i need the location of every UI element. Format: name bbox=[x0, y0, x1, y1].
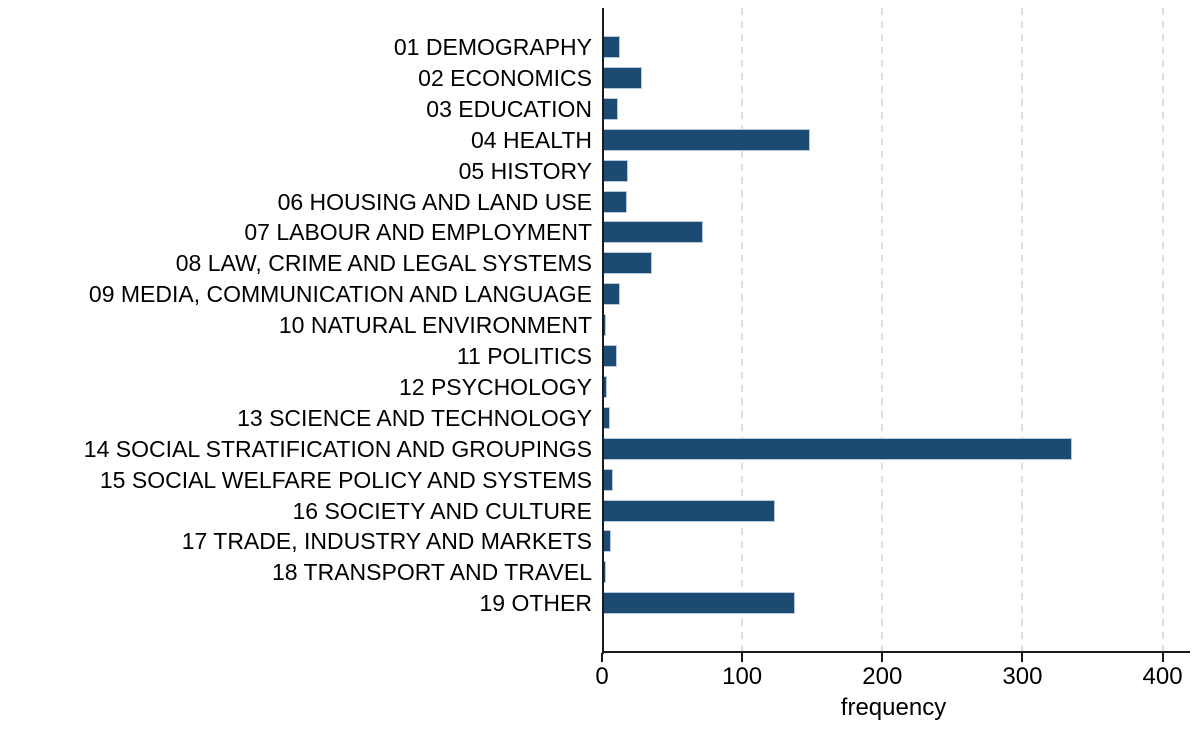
bar-09 bbox=[603, 283, 620, 306]
category-label-14: 14 SOCIAL STRATIFICATION AND GROUPINGS bbox=[83, 435, 592, 462]
category-label-11: 11 POLITICS bbox=[456, 343, 592, 369]
x-tick-label-300: 300 bbox=[1002, 663, 1043, 690]
category-label-06: 06 HOUSING AND LAND USE bbox=[277, 188, 592, 215]
bar-11 bbox=[603, 345, 617, 367]
category-label-01: 01 DEMOGRAPHY bbox=[393, 34, 592, 60]
x-tick-300 bbox=[1021, 653, 1024, 662]
y-axis-line bbox=[602, 8, 604, 654]
category-label-10: 10 NATURAL ENVIRONMENT bbox=[278, 312, 592, 339]
gridline-300 bbox=[1021, 8, 1024, 652]
bar-13 bbox=[603, 406, 610, 429]
x-tick-label-200: 200 bbox=[862, 663, 903, 690]
bar-14 bbox=[603, 437, 1073, 460]
category-label-12: 12 PSYCHOLOGY bbox=[398, 373, 592, 400]
bar-07 bbox=[603, 221, 703, 244]
gridline-400 bbox=[1161, 8, 1164, 652]
category-label-04: 04 HEALTH bbox=[470, 126, 592, 153]
bar-08 bbox=[603, 252, 653, 275]
bar-17 bbox=[603, 530, 612, 553]
x-tick-label-400: 400 bbox=[1142, 663, 1183, 690]
category-label-09: 09 MEDIA, COMMUNICATION AND LANGUAGE bbox=[88, 281, 592, 308]
bar-16 bbox=[603, 499, 776, 522]
category-label-16: 16 SOCIETY AND CULTURE bbox=[292, 497, 592, 524]
x-axis-line bbox=[602, 651, 1190, 653]
category-label-13: 13 SCIENCE AND TECHNOLOGY bbox=[237, 404, 592, 431]
bar-15 bbox=[603, 468, 613, 491]
category-label-18: 18 TRANSPORT AND TRAVEL bbox=[272, 559, 592, 586]
plot-area bbox=[602, 8, 1185, 652]
category-label-08: 08 LAW, CRIME AND LEGAL SYSTEMS bbox=[175, 250, 592, 277]
category-label-05: 05 HISTORY bbox=[458, 157, 592, 184]
category-labels: 01 DEMOGRAPHY 02 ECONOMICS 03 EDUCATION 04 … bbox=[0, 8, 592, 652]
gridline-100 bbox=[741, 8, 744, 652]
gridline-200 bbox=[881, 8, 884, 652]
bar-04 bbox=[603, 128, 811, 151]
x-tick-200 bbox=[881, 653, 884, 662]
bar-03 bbox=[603, 97, 619, 120]
category-label-07: 07 LABOUR AND EMPLOYMENT bbox=[244, 219, 592, 246]
x-tick-400 bbox=[1161, 653, 1164, 662]
bar-05 bbox=[603, 159, 629, 182]
bar-01 bbox=[603, 36, 620, 58]
category-label-19: 19 OTHER bbox=[479, 590, 592, 617]
bar-02 bbox=[603, 66, 643, 89]
category-label-17: 17 TRADE, INDUSTRY AND MARKETS bbox=[181, 528, 592, 555]
bar-06 bbox=[603, 190, 627, 213]
x-tick-100 bbox=[741, 653, 744, 662]
x-tick-0 bbox=[601, 653, 603, 662]
x-tick-label-0: 0 bbox=[595, 663, 609, 690]
x-tick-label-100: 100 bbox=[722, 663, 763, 690]
category-label-02: 02 ECONOMICS bbox=[418, 64, 592, 91]
category-label-03: 03 EDUCATION bbox=[426, 95, 592, 122]
category-label-15: 15 SOCIAL WELFARE POLICY AND SYSTEMS bbox=[99, 466, 592, 493]
x-axis-title: frequency bbox=[840, 694, 947, 721]
bar-19 bbox=[603, 592, 795, 615]
